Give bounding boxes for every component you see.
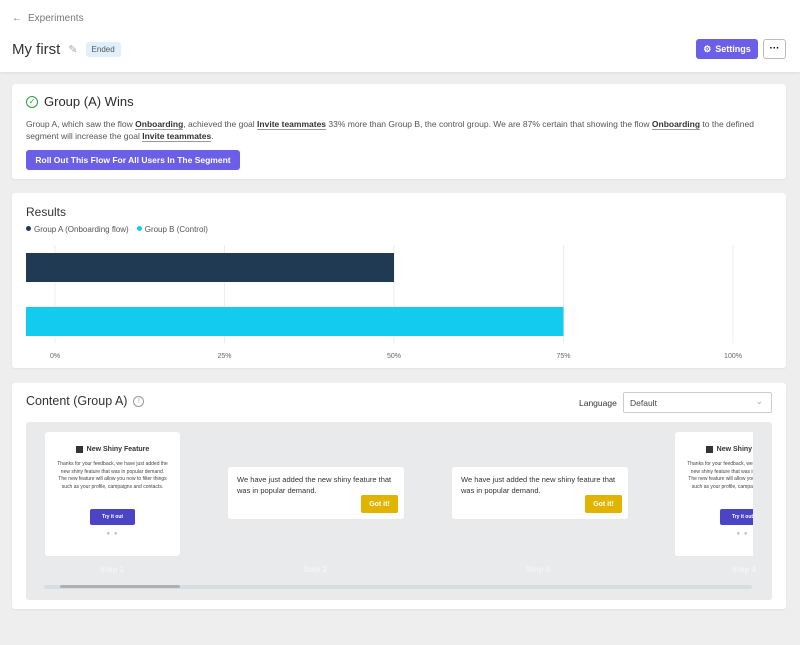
got-it-button[interactable]: Got it! <box>361 495 398 513</box>
more-options-button[interactable]: ··· <box>763 39 786 59</box>
page-header: ← Experiments My first ✎ Ended ⚙ Settings … <box>0 0 800 72</box>
x-tick-label: 50% <box>387 353 401 360</box>
back-label: Experiments <box>28 13 84 24</box>
horizontal-scrollbar[interactable] <box>44 585 752 589</box>
tooltip-body: We have just added the new shiny feature… <box>237 475 392 495</box>
page-title-row: My first ✎ Ended <box>12 41 121 58</box>
pencil-icon[interactable]: ✎ <box>68 44 78 56</box>
tooltip-preview-step-3[interactable]: We have just added the new shiny feature… <box>452 467 628 519</box>
language-select[interactable]: Default ⌄ <box>623 392 772 413</box>
modal-title: New Shiny Feature <box>716 446 772 453</box>
content-card: Content (Group A)! Language Default ⌄ New… <box>12 383 786 609</box>
info-icon[interactable]: ! <box>133 396 145 407</box>
arrow-left-icon: ← <box>12 13 22 24</box>
page-title: My first <box>12 41 61 58</box>
modal-preview-step-1[interactable]: New Shiny Feature Thanks for your feedba… <box>45 432 180 556</box>
winner-card: ✓ Group (A) Wins Group A, which saw the f… <box>12 84 786 179</box>
x-tick-label: 75% <box>556 353 570 360</box>
step-label: Step 4 <box>732 565 757 574</box>
try-it-out-button[interactable]: Try it out <box>90 509 135 525</box>
winner-description: Group A, which saw the flow Onboarding, … <box>26 119 754 142</box>
chart-legend: Group A (Onboarding flow) Group B (Contr… <box>26 225 208 234</box>
modal-body: Thanks for your feedback, we have just a… <box>687 461 772 490</box>
feature-icon <box>75 446 83 453</box>
flow-link[interactable]: Onboarding <box>651 119 701 130</box>
content-preview: New Shiny Feature Thanks for your feedba… <box>26 422 772 600</box>
bar-group-b[interactable] <box>26 307 564 336</box>
content-title-row: Content (Group A)! <box>26 394 145 408</box>
goal-link[interactable]: Invite teammates <box>142 131 212 142</box>
got-it-button[interactable]: Got it! <box>585 495 622 513</box>
content-title: Content (Group A) <box>26 394 128 408</box>
pagination-dots: ● ● <box>106 531 119 537</box>
chevron-down-icon: ⌄ <box>755 396 763 406</box>
goal-link[interactable]: Invite teammates <box>257 119 327 130</box>
step-label: Step 3 <box>526 565 551 574</box>
x-tick-label: 100% <box>724 353 742 360</box>
scrollbar-thumb[interactable] <box>60 585 180 588</box>
modal-title: New Shiny Feature <box>86 446 150 453</box>
tooltip-preview-step-2[interactable]: We have just added the new shiny feature… <box>228 467 404 519</box>
settings-button[interactable]: ⚙ Settings <box>696 39 758 59</box>
step-label: Step 1 <box>100 565 125 574</box>
status-badge: Ended <box>85 42 121 57</box>
modal-body: Thanks for your feedback, we have just a… <box>57 461 168 490</box>
back-link[interactable]: ← Experiments <box>12 13 84 24</box>
legend-item-a: Group A (Onboarding flow) <box>26 225 129 234</box>
results-title: Results <box>26 205 67 219</box>
bar-group-a[interactable] <box>26 253 394 282</box>
language-label: Language <box>579 398 617 408</box>
flow-link[interactable]: Onboarding <box>135 119 184 130</box>
x-tick-label: 25% <box>217 353 231 360</box>
pagination-dots: ● ● <box>736 531 749 537</box>
language-value: Default <box>630 398 657 408</box>
legend-item-b: Group B (Control) <box>136 225 208 234</box>
winner-title: Group (A) Wins <box>44 94 134 109</box>
tooltip-body: We have just added the new shiny feature… <box>461 475 616 495</box>
settings-label: Settings <box>715 44 751 54</box>
x-tick-label: 0% <box>50 353 60 360</box>
feature-icon <box>705 446 713 453</box>
results-card: Results Group A (Onboarding flow) Group … <box>12 193 786 368</box>
rollout-button[interactable]: Roll Out This Flow For All Users In The … <box>26 150 240 170</box>
results-chart: 0% 25% 50% 75% 100% <box>26 245 742 360</box>
step-label: Step 2 <box>303 565 328 574</box>
check-circle-icon: ✓ <box>26 95 38 108</box>
gear-icon: ⚙ <box>703 43 712 54</box>
